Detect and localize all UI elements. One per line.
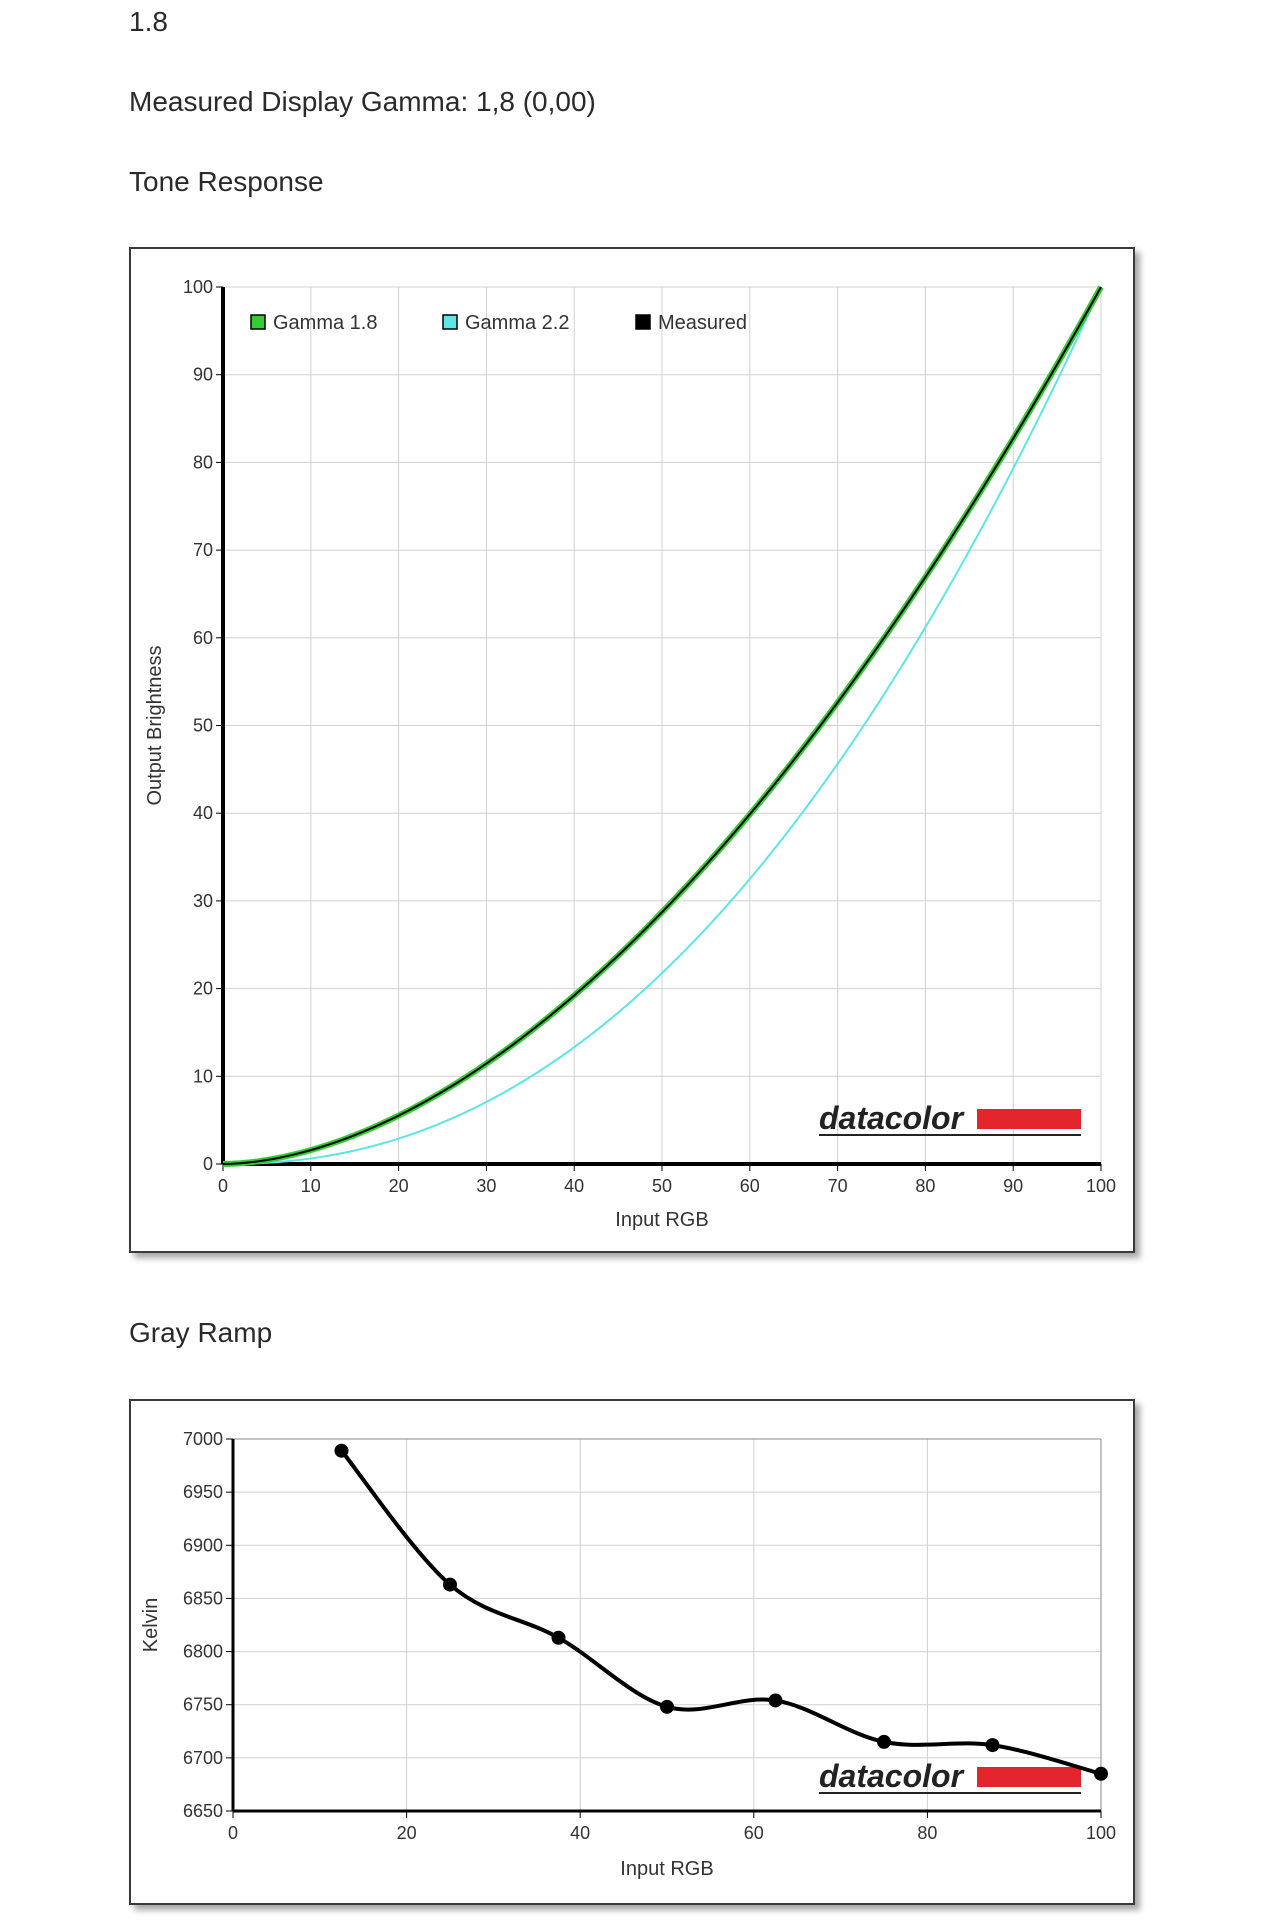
logo-bar [977, 1767, 1081, 1787]
legend-swatch [635, 314, 651, 330]
tone-response-panel: 0 10 20 30 40 50 60 70 80 90 100 0 10 20 30 40 50 60 70 80 9… [129, 247, 1135, 1253]
y-tick-label: 90 [193, 365, 213, 385]
datacolor-logo: datacolor [819, 1758, 1081, 1794]
x-tick-label: 50 [652, 1176, 672, 1196]
data-point [877, 1734, 891, 1749]
x-tick-label: 20 [389, 1176, 409, 1196]
x-tick-label: 70 [828, 1176, 848, 1196]
y-tick-label: 10 [193, 1066, 213, 1086]
data-point [660, 1699, 674, 1714]
measured-gamma-text: Measured Display Gamma: 1,8 (0,00) [129, 86, 596, 117]
y-tick-label: 7000 [183, 1429, 223, 1449]
y-tick-label: 30 [193, 891, 213, 911]
y-tick-label: 6800 [183, 1642, 223, 1662]
series-line-measured [222, 286, 1102, 1165]
data-point [334, 1443, 349, 1458]
y-tick-label: 100 [183, 277, 213, 297]
y-tick-label: 80 [193, 452, 213, 472]
y-tick-label: 6950 [183, 1482, 223, 1502]
x-tick-label: 30 [476, 1176, 496, 1196]
data-point [1094, 1766, 1108, 1781]
x-tick-label: 40 [564, 1176, 584, 1196]
x-tick-label: 20 [397, 1823, 417, 1843]
logo-bar [977, 1109, 1081, 1129]
x-tick-label: 0 [228, 1823, 238, 1843]
y-tick-label: 0 [203, 1154, 213, 1174]
x-axis-label: Input RGB [615, 1209, 708, 1231]
y-tick-label: 60 [193, 628, 213, 648]
legend-item: Measured [635, 312, 747, 334]
tone-response-chart: 0 10 20 30 40 50 60 70 80 90 100 0 10 20 30 40 50 60 70 80 9… [144, 277, 1116, 1231]
data-point [443, 1577, 457, 1592]
gray-ramp-title: Gray Ramp [129, 1317, 273, 1348]
series-line-gamma-2-2 [222, 286, 1102, 1165]
gray-ramp-line [339, 1449, 1102, 1776]
y-tick-label: 40 [193, 803, 213, 823]
y-tick-label: 50 [193, 716, 213, 736]
x-axis-label: Input RGB [620, 1858, 713, 1880]
y-tick-label: 70 [193, 540, 213, 560]
x-tick-label: 60 [744, 1823, 764, 1843]
y-tick-label: 20 [193, 979, 213, 999]
x-tick-label: 100 [1086, 1823, 1116, 1843]
x-tick-label: 40 [570, 1823, 590, 1843]
y-tick-label: 6900 [183, 1535, 223, 1555]
x-tick-label: 10 [301, 1176, 321, 1196]
x-tick-label: 0 [218, 1176, 228, 1196]
tone-response-title: Tone Response [129, 166, 324, 197]
y-tick-label: 6700 [183, 1748, 223, 1768]
gray-ramp-chart: 0 20 40 60 80 100 6650 6700 6750 6800 6850 6900 6950… [140, 1429, 1116, 1880]
y-tick-label: 6850 [183, 1588, 223, 1608]
y-tick-label: 6650 [183, 1801, 223, 1821]
data-point [768, 1693, 783, 1708]
x-tick-label: 80 [917, 1823, 937, 1843]
y-tick-label: 6750 [183, 1695, 223, 1715]
logo-text: datacolor [819, 1100, 965, 1136]
x-tick-label: 100 [1086, 1176, 1116, 1196]
legend-label: Gamma 2.2 [465, 312, 569, 334]
y-axis-label: Kelvin [140, 1598, 162, 1652]
legend-label: Gamma 1.8 [273, 312, 377, 334]
gamma-target-value: 1.8 [129, 6, 168, 37]
legend-item: Gamma 2.2 [442, 312, 569, 334]
data-point [985, 1738, 1000, 1753]
x-tick-label: 80 [915, 1176, 935, 1196]
data-point [551, 1630, 566, 1645]
legend-swatch [442, 314, 458, 330]
datacolor-logo: datacolor [819, 1100, 1081, 1136]
legend-swatch [250, 314, 266, 330]
legend-label: Measured [658, 312, 747, 334]
gray-ramp-panel: 0 20 40 60 80 100 6650 6700 6750 6800 6850 6900 6950… [129, 1399, 1135, 1905]
y-axis-label: Output Brightness [144, 645, 166, 805]
x-tick-label: 60 [740, 1176, 760, 1196]
x-tick-label: 90 [1003, 1176, 1023, 1196]
legend-item: Gamma 1.8 [250, 312, 377, 334]
logo-text: datacolor [819, 1758, 965, 1794]
